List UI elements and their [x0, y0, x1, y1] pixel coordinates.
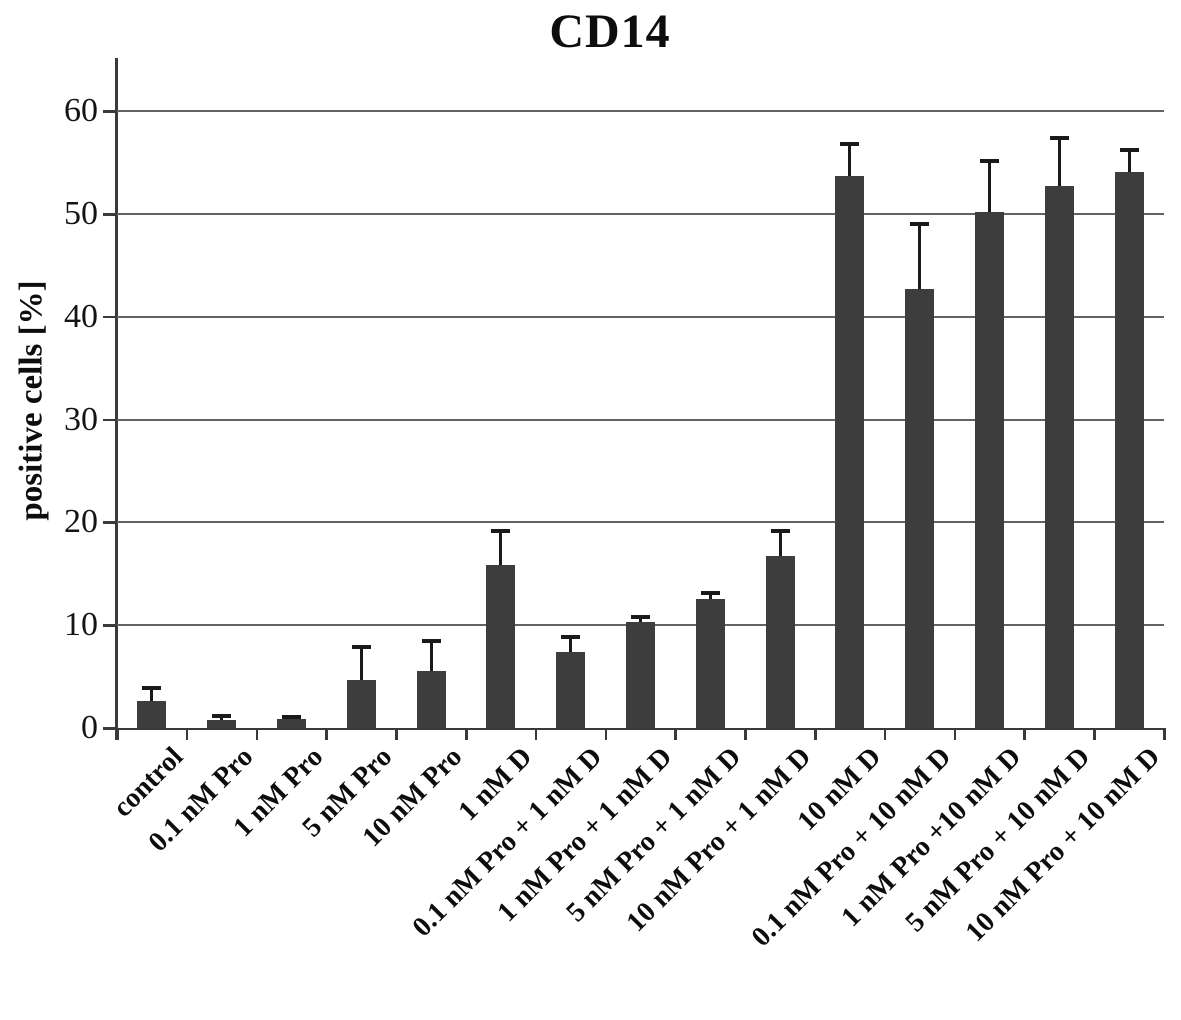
error-bar-cap	[212, 713, 232, 718]
y-tick	[103, 315, 115, 319]
x-tick	[953, 728, 957, 740]
error-bar-line	[778, 530, 782, 557]
error-bar-line	[1127, 150, 1131, 173]
error-bar-line	[848, 144, 852, 177]
error-bar-cap	[1119, 148, 1139, 153]
x-tick	[744, 728, 747, 740]
error-bar-line	[988, 160, 991, 213]
x-tick	[395, 728, 398, 740]
x-axis-line	[103, 727, 1166, 730]
error-bar-line	[569, 636, 573, 652]
error-bar-line	[918, 224, 922, 290]
error-bar-cap	[142, 685, 162, 690]
x-tick	[255, 728, 259, 740]
y-gridline	[117, 110, 1164, 113]
error-bar-cap	[561, 634, 581, 639]
bar	[975, 212, 1004, 728]
x-tick	[465, 728, 468, 740]
bar	[207, 719, 237, 728]
y-axis-line	[115, 58, 118, 740]
bar	[835, 176, 865, 728]
y-tick-label: 0	[81, 709, 98, 746]
y-gridline	[117, 418, 1164, 421]
y-tick	[103, 418, 115, 422]
bar	[905, 289, 935, 728]
y-tick-label: 30	[64, 400, 98, 438]
error-bar-line	[150, 687, 154, 702]
bar	[1044, 186, 1074, 728]
y-tick-label: 60	[64, 92, 98, 130]
x-tick	[116, 728, 119, 740]
x-tick	[185, 728, 189, 740]
x-tick	[1163, 728, 1166, 740]
bar	[277, 718, 306, 728]
error-bar-cap	[770, 528, 790, 533]
error-bar-line	[1057, 138, 1061, 187]
y-tick	[103, 727, 115, 730]
error-bar-line	[359, 646, 363, 680]
y-tick	[103, 521, 115, 524]
error-bar-cap	[980, 158, 999, 163]
y-tick-label: 40	[64, 297, 98, 335]
error-bar-cap	[631, 615, 650, 620]
x-tick	[674, 728, 677, 740]
error-bar-cap	[910, 222, 930, 227]
error-bar-line	[220, 715, 224, 720]
bar	[1114, 172, 1144, 728]
bar	[695, 598, 725, 728]
x-tick	[1023, 728, 1026, 740]
x-tick	[325, 728, 328, 740]
bar	[556, 651, 586, 728]
error-bar-cap	[282, 714, 301, 719]
x-tick	[534, 728, 538, 740]
bar	[346, 679, 376, 728]
y-tick	[103, 624, 115, 627]
bar	[486, 564, 516, 728]
y-tick	[103, 213, 115, 216]
x-tick	[604, 728, 608, 740]
error-bar-cap	[840, 142, 860, 147]
bar	[416, 671, 446, 728]
y-tick	[103, 110, 115, 113]
y-gridline	[117, 213, 1164, 216]
error-bar-cap	[351, 644, 371, 649]
error-bar-line	[639, 617, 642, 623]
bar	[626, 622, 655, 728]
error-bar-line	[708, 593, 712, 599]
chart-title: CD14	[549, 5, 671, 58]
y-tick-label: 20	[64, 503, 98, 541]
bar	[137, 701, 167, 728]
error-bar-cap	[700, 591, 720, 596]
y-tick-label: 50	[64, 195, 98, 233]
bar	[765, 556, 795, 728]
error-bar-line	[499, 530, 503, 565]
y-gridline	[117, 521, 1164, 524]
error-bar-cap	[491, 528, 511, 533]
y-gridline	[117, 315, 1164, 318]
error-bar-line	[429, 640, 433, 672]
plot-area	[103, 58, 1166, 740]
x-tick	[1093, 728, 1096, 740]
y-tick-label: 10	[64, 606, 98, 644]
x-tick	[883, 728, 887, 740]
x-tick	[814, 728, 817, 740]
error-bar-cap	[421, 638, 441, 643]
error-bar-cap	[1049, 136, 1069, 141]
